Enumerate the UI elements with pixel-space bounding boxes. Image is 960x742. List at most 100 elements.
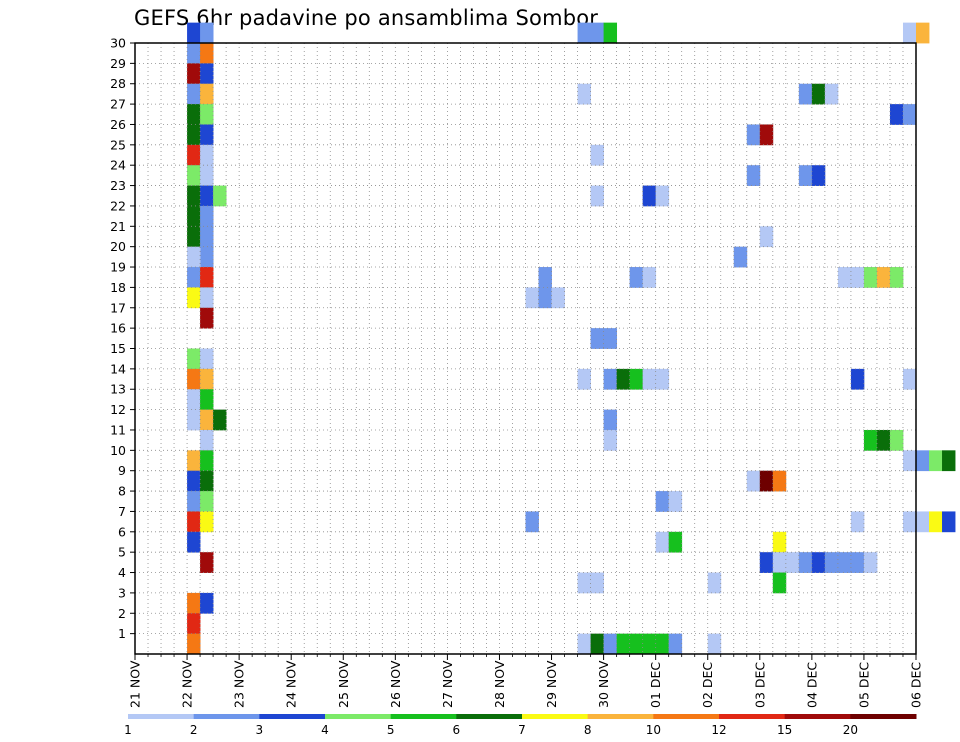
heatmap-cell — [655, 368, 670, 390]
heatmap-cell — [642, 633, 657, 655]
heatmap-cell — [603, 328, 618, 349]
heatmap-cell — [916, 450, 930, 472]
heatmap-cell — [590, 144, 604, 166]
heatmap-cell — [187, 124, 201, 146]
heatmap-cell — [889, 104, 904, 125]
heatmap-cell — [187, 531, 201, 553]
heatmap-cell — [200, 267, 214, 288]
heatmap-cell — [850, 267, 865, 288]
legend-label: 6 — [453, 723, 461, 737]
heatmap-cell — [187, 22, 201, 44]
heatmap-cell — [200, 307, 214, 329]
x-tick-label: 03 DEC — [752, 662, 767, 708]
y-tick-label: 24 — [110, 158, 126, 173]
heatmap-cell — [200, 63, 214, 85]
legend-swatch — [325, 714, 392, 719]
legend-swatch — [850, 714, 917, 719]
legend-label: 12 — [711, 723, 726, 737]
legend-label: 1 — [124, 723, 132, 737]
heatmap-cell — [759, 226, 774, 248]
heatmap-cell — [603, 633, 618, 655]
heatmap-cell — [629, 633, 644, 655]
heatmap-cell — [798, 552, 813, 573]
legend-label: 3 — [256, 723, 264, 737]
x-tick-label: 27 NOV — [440, 660, 455, 708]
heatmap-cell — [577, 22, 591, 44]
y-tick-label: 29 — [110, 56, 126, 71]
heatmap-cell — [200, 205, 214, 227]
x-tick-label: 02 DEC — [700, 662, 715, 708]
legend-swatch — [193, 714, 260, 719]
heatmap-cell — [798, 83, 813, 105]
x-tick-label: 29 NOV — [544, 660, 559, 708]
color-legend: 1 2 3 4 5 6 7 8 10 12 15 20 — [124, 714, 917, 737]
heatmap-cell — [876, 267, 891, 288]
legend-label: 7 — [518, 723, 526, 737]
x-tick-label: 21 NOV — [128, 660, 143, 708]
y-tick-label: 22 — [110, 198, 126, 213]
heatmap-cell — [603, 429, 618, 451]
heatmap-cell — [863, 552, 878, 573]
heatmap-cell — [785, 552, 800, 573]
heatmap-cell — [187, 592, 201, 614]
heatmap-cell — [889, 429, 904, 451]
heatmap-cell — [798, 165, 813, 186]
heatmap-cell — [187, 267, 201, 288]
x-tick-label: 28 NOV — [492, 660, 507, 708]
heatmap-cell — [772, 470, 787, 492]
heatmap-cell — [187, 511, 201, 533]
heatmap-cell — [929, 511, 943, 533]
legend-label: 10 — [646, 723, 661, 737]
y-tick-label: 30 — [110, 36, 126, 51]
heatmap-cell — [850, 511, 865, 533]
y-tick-label: 9 — [118, 463, 126, 478]
y-tick-label: 16 — [110, 321, 126, 336]
y-tick-label: 3 — [118, 585, 126, 600]
heatmap-cell — [707, 633, 722, 655]
heatmap-cell — [655, 531, 670, 553]
heatmap-cell — [538, 267, 552, 288]
heatmap-cell — [668, 633, 683, 655]
heatmap-cell — [655, 185, 670, 207]
heatmap-cell — [590, 328, 604, 349]
heatmap-cell — [668, 491, 683, 512]
y-tick-label: 27 — [110, 97, 126, 112]
heatmap-cell — [577, 83, 591, 105]
y-tick-label: 10 — [110, 443, 126, 458]
heatmap-cell — [187, 205, 201, 227]
heatmap-cell — [200, 22, 214, 44]
heatmap-cell — [577, 368, 591, 390]
y-tick-label: 8 — [118, 484, 126, 499]
heatmap-cell — [187, 83, 201, 105]
legend-label: 5 — [387, 723, 395, 737]
heatmap-cell — [746, 470, 761, 492]
legend-swatch — [259, 714, 326, 719]
legend-label: 2 — [190, 723, 198, 737]
legend-swatch — [784, 714, 851, 719]
x-tick-label: 25 NOV — [336, 660, 351, 708]
heatmap-cell — [200, 124, 214, 146]
y-tick-label: 2 — [118, 606, 126, 621]
legend-label: 4 — [321, 723, 329, 737]
heatmap-cell — [824, 552, 839, 573]
y-tick-label: 5 — [118, 545, 126, 560]
y-tick-label: 28 — [110, 76, 126, 91]
heatmap-cell — [629, 267, 644, 288]
legend-swatch — [522, 714, 589, 719]
heatmap-cell — [603, 22, 618, 44]
heatmap-cell — [200, 592, 214, 614]
heatmap-cell — [187, 63, 201, 85]
heatmap-cell — [200, 511, 214, 533]
y-tick-label: 18 — [110, 280, 126, 295]
heatmap-cell — [187, 470, 201, 492]
heatmap-cell — [525, 511, 539, 533]
heatmap-cell — [187, 613, 201, 635]
heatmap-cell — [200, 83, 214, 105]
heatmap-cell — [187, 246, 201, 268]
y-tick-label: 15 — [110, 341, 126, 356]
heatmap-cell — [551, 287, 565, 309]
legend-label: 15 — [777, 723, 792, 737]
x-tick-label: 23 NOV — [232, 660, 247, 708]
heatmap-cell — [655, 491, 670, 512]
heatmap-cell — [616, 633, 631, 655]
